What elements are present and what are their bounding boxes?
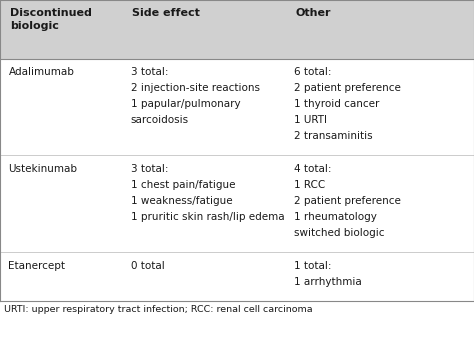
Text: 1 rheumatology: 1 rheumatology (294, 212, 377, 222)
Text: 1 weakness/fatigue: 1 weakness/fatigue (131, 196, 232, 206)
Text: 1 papular/pulmonary: 1 papular/pulmonary (131, 99, 240, 109)
Text: 4 total:: 4 total: (294, 164, 332, 174)
Text: 2 injection-site reactions: 2 injection-site reactions (131, 83, 260, 93)
Text: Adalimumab: Adalimumab (9, 67, 74, 77)
Text: 1 arrhythmia: 1 arrhythmia (294, 277, 362, 287)
Text: Side effect: Side effect (132, 8, 200, 18)
Text: 3 total:: 3 total: (131, 164, 168, 174)
Text: 2 patient preference: 2 patient preference (294, 83, 401, 93)
Text: 3 total:: 3 total: (131, 67, 168, 77)
Text: sarcoidosis: sarcoidosis (131, 115, 189, 125)
Text: 1 RCC: 1 RCC (294, 180, 326, 190)
Text: 0 total: 0 total (131, 260, 164, 271)
Text: Etanercept: Etanercept (9, 260, 65, 271)
Bar (0, 0, 474, 58)
Text: 2 transaminitis: 2 transaminitis (294, 131, 373, 141)
Text: 1 pruritic skin rash/lip edema: 1 pruritic skin rash/lip edema (131, 212, 284, 222)
Text: 6 total:: 6 total: (294, 67, 332, 77)
Text: Discontinued
biologic: Discontinued biologic (10, 8, 92, 31)
Text: 1 total:: 1 total: (294, 260, 332, 271)
Text: Ustekinumab: Ustekinumab (9, 164, 77, 174)
Bar (0, 58, 474, 301)
Text: 2 patient preference: 2 patient preference (294, 196, 401, 206)
Text: switched biologic: switched biologic (294, 228, 385, 238)
Text: 1 URTI: 1 URTI (294, 115, 327, 125)
Text: URTI: upper respiratory tract infection; RCC: renal cell carcinoma: URTI: upper respiratory tract infection;… (4, 305, 313, 314)
Text: Other: Other (296, 8, 331, 18)
Text: 1 thyroid cancer: 1 thyroid cancer (294, 99, 380, 109)
Text: 1 chest pain/fatigue: 1 chest pain/fatigue (131, 180, 235, 190)
